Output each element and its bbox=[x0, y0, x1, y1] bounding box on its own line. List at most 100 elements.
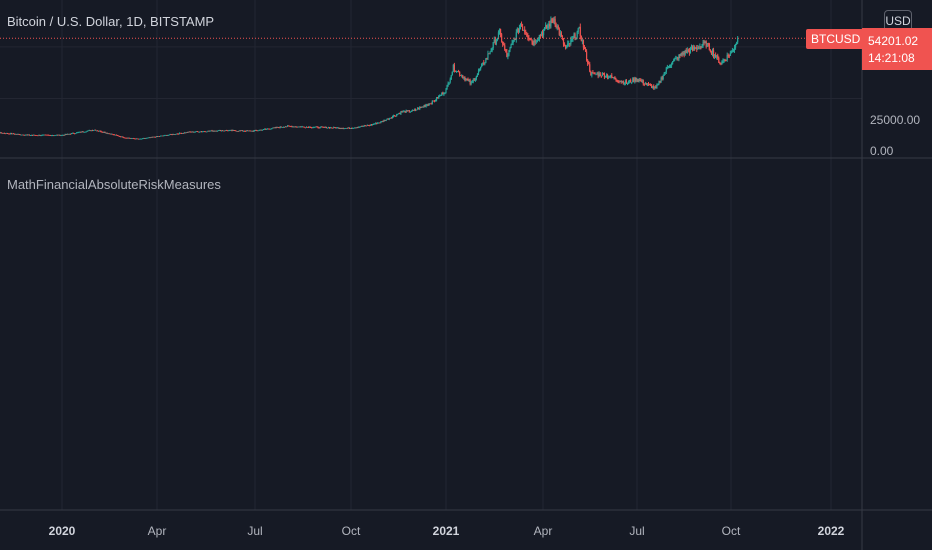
candle-body bbox=[493, 39, 495, 43]
candle-body bbox=[141, 138, 143, 140]
candle-body bbox=[469, 80, 471, 84]
candle-body bbox=[81, 131, 83, 133]
candle-body bbox=[453, 65, 455, 71]
candle-body bbox=[538, 35, 540, 40]
candle-body bbox=[108, 133, 110, 135]
candle-body bbox=[637, 79, 639, 82]
x-tick-label: Apr bbox=[147, 524, 167, 538]
candle-body bbox=[716, 55, 718, 58]
candle-body bbox=[158, 136, 161, 137]
candle-body bbox=[104, 132, 106, 133]
candle-body bbox=[96, 130, 98, 132]
candle-body bbox=[422, 106, 424, 108]
candle-body bbox=[2, 133, 4, 134]
candle-body bbox=[511, 42, 513, 45]
candle-body bbox=[306, 126, 309, 128]
candle-body bbox=[115, 134, 118, 136]
candle-body bbox=[341, 128, 343, 129]
candle-body bbox=[352, 128, 354, 129]
candle-body bbox=[688, 50, 691, 53]
candle-body bbox=[92, 130, 95, 132]
candle-body bbox=[579, 26, 581, 36]
candle-body bbox=[397, 114, 399, 115]
candle-body bbox=[285, 126, 288, 128]
candle-body bbox=[386, 118, 388, 120]
candle-body bbox=[142, 138, 144, 140]
candle-body bbox=[523, 29, 525, 31]
candle-body bbox=[503, 44, 505, 46]
candle-body bbox=[432, 100, 435, 102]
candle-body bbox=[400, 111, 402, 114]
candle-body bbox=[533, 40, 535, 46]
x-tick-label: Jul bbox=[629, 524, 645, 538]
candle-body bbox=[737, 38, 739, 43]
candle-body bbox=[498, 29, 501, 33]
candle-body bbox=[151, 136, 153, 138]
candle-body bbox=[146, 137, 148, 139]
candle-body bbox=[27, 134, 30, 136]
candle-body bbox=[26, 134, 28, 136]
candle-body bbox=[452, 65, 454, 72]
candle-body bbox=[60, 135, 62, 137]
candle-body bbox=[172, 134, 174, 135]
candle-body bbox=[447, 83, 449, 86]
candle-body bbox=[236, 131, 238, 132]
candle-body bbox=[515, 32, 517, 40]
candle-body bbox=[695, 47, 697, 49]
candle-body bbox=[196, 131, 198, 133]
last-price-tag: 54201.02 14:21:08 bbox=[862, 28, 932, 70]
candle-body bbox=[49, 135, 52, 136]
candle-body bbox=[144, 138, 146, 139]
candle-body bbox=[187, 132, 189, 133]
candle-body bbox=[348, 127, 351, 129]
candle-body bbox=[338, 127, 340, 129]
candle-body bbox=[194, 131, 196, 133]
candle-body bbox=[649, 84, 652, 86]
candle-body bbox=[700, 46, 702, 48]
candle-body bbox=[437, 97, 439, 99]
candle-body bbox=[377, 122, 379, 124]
candle-body bbox=[316, 126, 318, 128]
candle-body bbox=[133, 138, 135, 140]
candle-body bbox=[42, 134, 44, 136]
candle-body bbox=[369, 124, 372, 126]
currency-button[interactable]: USD bbox=[884, 10, 912, 32]
candle-body bbox=[184, 132, 186, 134]
candle-body bbox=[249, 130, 251, 132]
candle-body bbox=[554, 19, 556, 26]
candle-body bbox=[65, 134, 67, 135]
candle-body bbox=[602, 73, 604, 74]
candle-body bbox=[550, 19, 552, 27]
candle-body bbox=[681, 53, 683, 55]
candle-body bbox=[208, 130, 210, 132]
candle-body bbox=[642, 80, 644, 84]
candle-body bbox=[562, 38, 565, 45]
candle-body bbox=[283, 126, 286, 128]
candle-body bbox=[186, 132, 188, 133]
candle-body bbox=[359, 126, 361, 128]
candle-body bbox=[0, 132, 1, 134]
candle-body bbox=[430, 103, 432, 105]
candle-body bbox=[328, 127, 331, 129]
candle-body bbox=[207, 130, 209, 132]
candle-body bbox=[199, 131, 202, 133]
candle-body bbox=[611, 75, 613, 78]
candle-body bbox=[529, 38, 531, 40]
candle-body bbox=[622, 81, 624, 84]
candle-body bbox=[635, 77, 637, 81]
candle-body bbox=[200, 131, 203, 133]
candle-body bbox=[629, 80, 631, 82]
candle-body bbox=[704, 41, 706, 44]
candle-body bbox=[303, 126, 305, 128]
candle-body bbox=[470, 82, 472, 84]
candle-body bbox=[449, 79, 451, 83]
candle-body bbox=[617, 81, 619, 82]
candle-body bbox=[549, 23, 551, 27]
candle-body bbox=[107, 133, 109, 135]
candle-body bbox=[124, 137, 126, 139]
candle-body bbox=[228, 130, 230, 132]
candle-body bbox=[707, 43, 709, 44]
candle-body bbox=[517, 28, 519, 33]
x-tick-label: 2020 bbox=[48, 524, 76, 538]
